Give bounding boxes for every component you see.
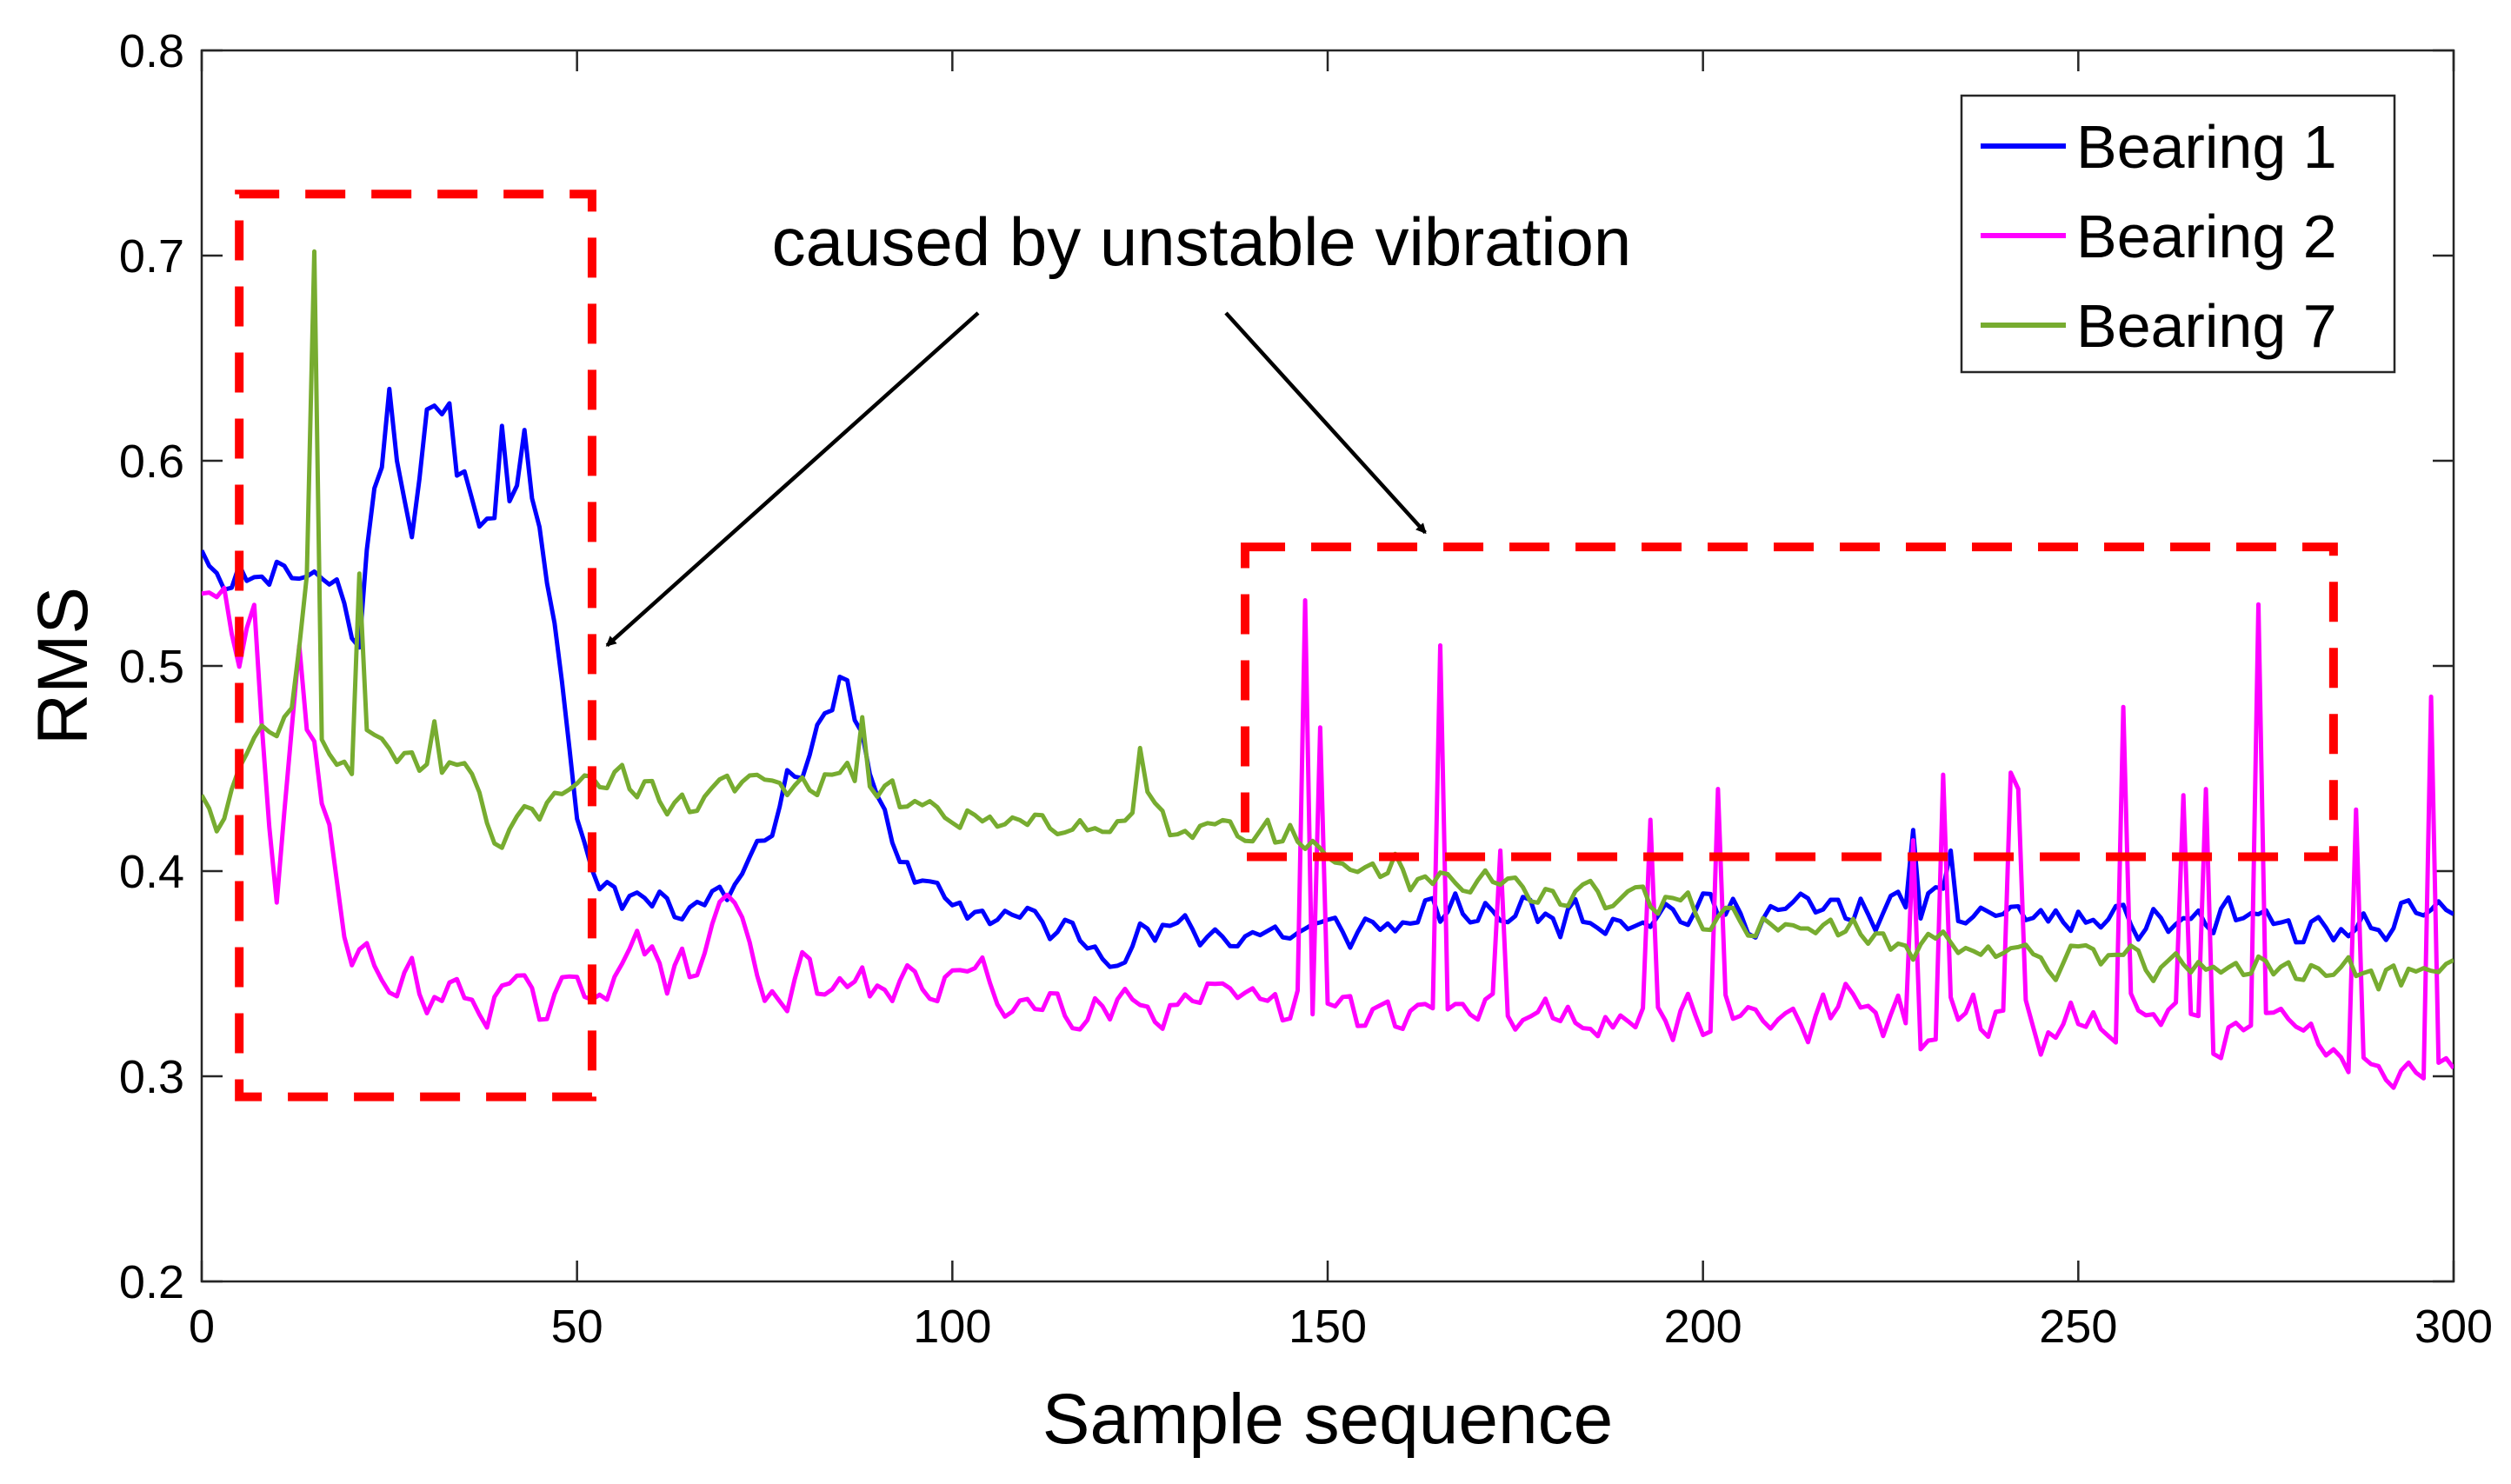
series-line-bearing-1: [202, 386, 2454, 969]
legend-label-bearing-2: Bearing 2: [2076, 203, 2337, 270]
series-line-bearing-2: [202, 585, 2454, 1090]
x-tick-label: 250: [2039, 1301, 2117, 1353]
y-tick-label: 0.8: [119, 25, 184, 77]
axis-ticks: 0 50 100 150 200 250 300 0.2 0.3 0.4 0.5 0.6 0.7 0.8: [119, 25, 2493, 1353]
annotation-boxes: [235, 190, 2338, 1101]
legend-entries: Bearing 1 Bearing 2 Bearing 7: [1981, 113, 2337, 360]
y-tick-label: 0.5: [119, 641, 184, 693]
x-tick-label: 100: [913, 1301, 991, 1353]
x-tick-label: 0: [189, 1301, 215, 1353]
x-tick-label: 200: [1664, 1301, 1742, 1353]
legend-label-bearing-1: Bearing 1: [2076, 113, 2337, 181]
y-tick-label: 0.6: [119, 436, 184, 488]
x-tick-label: 300: [2414, 1301, 2493, 1353]
y-tick-label: 0.7: [119, 230, 184, 283]
x-axis-label: Sample sequence: [1042, 1380, 1613, 1459]
highlight-box-2: [1241, 542, 2338, 862]
annotation-text: caused by unstable vibration: [772, 203, 1632, 280]
y-axis-label: RMS: [23, 587, 103, 745]
x-tick-label: 50: [551, 1301, 603, 1353]
legend: Bearing 1 Bearing 2 Bearing 7: [1960, 94, 2396, 374]
annotation-arrows: [605, 311, 1427, 648]
annotation-arrow-1: [605, 311, 980, 648]
annotation-arrow-2: [1224, 311, 1427, 535]
y-tick-label: 0.3: [119, 1051, 184, 1103]
highlight-box-1: [235, 190, 596, 1101]
legend-label-bearing-7: Bearing 7: [2076, 292, 2337, 360]
x-tick-label: 150: [1289, 1301, 1367, 1353]
y-tick-label: 0.2: [119, 1256, 184, 1308]
y-tick-label: 0.4: [119, 846, 184, 898]
